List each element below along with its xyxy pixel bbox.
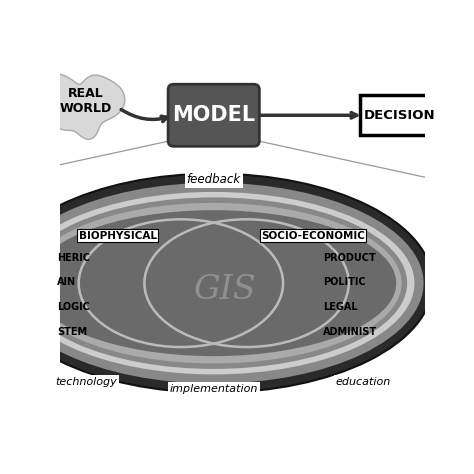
Ellipse shape <box>13 192 414 374</box>
Text: PRODUCT: PRODUCT <box>323 253 376 263</box>
Ellipse shape <box>26 203 401 364</box>
Text: BIOPHYSICAL: BIOPHYSICAL <box>79 231 157 241</box>
Text: AIN: AIN <box>57 277 76 287</box>
Text: REAL
WORLD: REAL WORLD <box>60 87 112 115</box>
Ellipse shape <box>20 197 407 369</box>
Text: LEGAL: LEGAL <box>323 302 358 312</box>
Text: education: education <box>336 377 391 387</box>
Text: LOGIC: LOGIC <box>57 302 90 312</box>
FancyBboxPatch shape <box>168 84 259 146</box>
Text: STEM: STEM <box>57 327 87 337</box>
Text: feedback: feedback <box>187 173 241 186</box>
Text: POLITIC: POLITIC <box>323 277 366 287</box>
Ellipse shape <box>4 183 424 383</box>
Polygon shape <box>43 74 125 139</box>
Text: ADMINIST: ADMINIST <box>323 327 377 337</box>
Ellipse shape <box>0 173 433 392</box>
Ellipse shape <box>31 210 396 356</box>
Text: MODEL: MODEL <box>172 105 255 125</box>
Text: GIS: GIS <box>193 274 256 307</box>
Text: SOCIO-ECONOMIC: SOCIO-ECONOMIC <box>261 231 365 241</box>
Text: DECISION: DECISION <box>364 109 436 122</box>
FancyBboxPatch shape <box>360 95 440 136</box>
Text: technology: technology <box>55 377 117 387</box>
Text: implementation: implementation <box>170 384 258 394</box>
Text: HERIC: HERIC <box>57 253 90 263</box>
